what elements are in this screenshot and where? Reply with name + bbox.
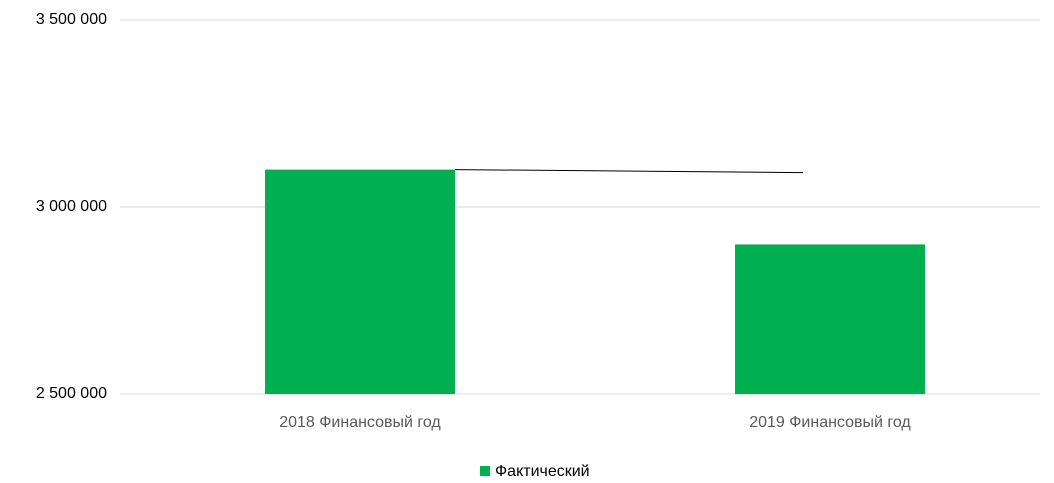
bar (265, 169, 455, 394)
bar (735, 244, 925, 394)
x-tick-label: 2018 Финансовый год (279, 414, 441, 431)
legend-label: Фактический (495, 463, 590, 480)
connector-line (454, 169, 804, 174)
x-tick-label: 2019 Финансовый год (749, 414, 911, 431)
y-tick-label: 3 000 000 (36, 198, 107, 215)
legend-swatch (480, 466, 490, 476)
y-tick-label: 2 500 000 (36, 385, 107, 402)
y-tick-label: 3 500 000 (36, 11, 107, 28)
